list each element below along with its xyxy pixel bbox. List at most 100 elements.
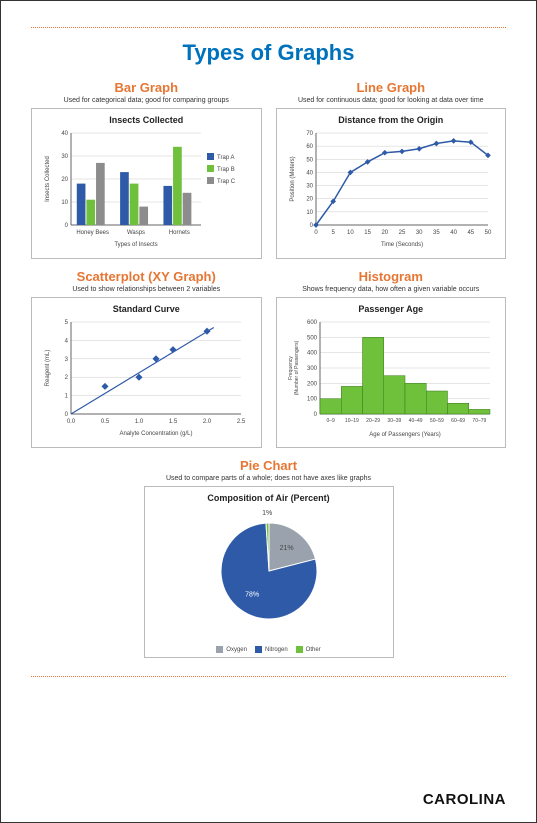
svg-text:21%: 21% <box>279 545 293 552</box>
svg-text:30: 30 <box>306 184 313 190</box>
svg-text:500: 500 <box>307 335 318 341</box>
hist-heading: Histogram <box>276 269 507 284</box>
svg-text:0: 0 <box>309 223 313 229</box>
scatter-svg: 0123450.00.51.01.52.02.5Analyte Concentr… <box>41 318 251 438</box>
svg-text:60–69: 60–69 <box>451 418 465 424</box>
svg-text:3: 3 <box>65 357 69 363</box>
legend-swatch <box>216 646 223 653</box>
svg-text:2: 2 <box>65 375 69 381</box>
bar-sub: Used for categorical data; good for comp… <box>31 97 262 104</box>
page-title: Types of Graphs <box>31 40 506 66</box>
svg-text:Trap C: Trap C <box>217 179 236 185</box>
svg-text:1.5: 1.5 <box>169 419 178 425</box>
pie-chart-title: Composition of Air (Percent) <box>149 493 389 503</box>
svg-text:Position (Meters): Position (Meters) <box>290 156 296 201</box>
svg-text:10: 10 <box>62 200 69 206</box>
svg-text:400: 400 <box>307 351 318 357</box>
bar-chart: Insects Collected 0 10 20 30 40 Honey Bees Was… <box>31 108 262 259</box>
svg-text:40: 40 <box>62 131 69 137</box>
hist-chart-title: Passenger Age <box>281 304 502 314</box>
row-2: Scatterplot (XY Graph) Used to show rela… <box>31 269 506 448</box>
svg-text:Types of Insects: Types of Insects <box>115 242 158 248</box>
svg-text:Insects Collected: Insects Collected <box>45 156 51 202</box>
svg-text:35: 35 <box>433 230 440 236</box>
svg-text:0: 0 <box>65 223 69 229</box>
svg-text:70–79: 70–79 <box>472 418 486 424</box>
svg-text:1: 1 <box>65 394 69 400</box>
bar-heading: Bar Graph <box>31 80 262 95</box>
bar-section: Bar Graph Used for categorical data; goo… <box>31 80 262 259</box>
svg-text:Hornets: Hornets <box>169 230 190 236</box>
pie-chart: Composition of Air (Percent) 21% 78% 1% Ox… <box>144 486 394 658</box>
hist-svg: 01002003004005006000–910–1920–2930–3940–… <box>286 318 496 438</box>
scatter-sub: Used to show relationships between 2 var… <box>31 286 262 293</box>
svg-text:70: 70 <box>306 131 313 137</box>
scatter-heading: Scatterplot (XY Graph) <box>31 269 262 284</box>
svg-text:30–39: 30–39 <box>387 418 401 424</box>
svg-text:40–49: 40–49 <box>408 418 422 424</box>
hist-chart: Passenger Age 01002003004005006000–910–1… <box>276 297 507 448</box>
svg-text:20: 20 <box>62 177 69 183</box>
svg-text:0: 0 <box>313 412 317 418</box>
svg-text:5: 5 <box>65 320 69 326</box>
svg-text:Time (Seconds): Time (Seconds) <box>381 242 423 248</box>
svg-text:300: 300 <box>307 366 318 372</box>
row-1: Bar Graph Used for categorical data; goo… <box>31 80 506 259</box>
pie-section: Pie Chart Used to compare parts of a who… <box>31 458 506 658</box>
pie-heading: Pie Chart <box>31 458 506 473</box>
hist-section: Histogram Shows frequency data, how ofte… <box>276 269 507 448</box>
svg-text:78%: 78% <box>245 591 259 598</box>
scatter-section: Scatterplot (XY Graph) Used to show rela… <box>31 269 262 448</box>
bottom-rule <box>31 676 506 677</box>
brand-logo: CAROLINA <box>423 791 506 808</box>
svg-text:50: 50 <box>306 157 313 163</box>
pie-legend: Oxygen Nitrogen Other <box>149 646 389 653</box>
svg-text:0.5: 0.5 <box>101 419 110 425</box>
svg-text:40: 40 <box>450 230 457 236</box>
svg-text:600: 600 <box>307 320 318 326</box>
svg-text:4: 4 <box>65 338 69 344</box>
svg-text:(Number of Passengers): (Number of Passengers) <box>294 340 300 395</box>
line-svg: 01020304050607005101520253035404550Time … <box>286 129 496 249</box>
svg-text:1.0: 1.0 <box>135 419 144 425</box>
pie-svg: 21% 78% 1% <box>149 507 389 637</box>
top-rule <box>31 27 506 28</box>
line-chart: Distance from the Origin 0 10 20 30 40 50 60 70… <box>276 108 507 259</box>
svg-text:10: 10 <box>347 230 354 236</box>
svg-text:20: 20 <box>381 230 388 236</box>
hist-sub: Shows frequency data, how often a given … <box>276 286 507 293</box>
svg-text:60: 60 <box>306 144 313 150</box>
line-sub: Used for continuous data; good for looki… <box>276 97 507 104</box>
legend-label: Nitrogen <box>265 647 288 653</box>
svg-text:20: 20 <box>306 197 313 203</box>
svg-text:0.0: 0.0 <box>67 419 76 425</box>
legend-item: Nitrogen <box>255 646 288 653</box>
svg-text:Age of Passengers (Years): Age of Passengers (Years) <box>369 432 440 438</box>
svg-text:45: 45 <box>467 230 474 236</box>
svg-text:30: 30 <box>416 230 423 236</box>
svg-text:Trap A: Trap A <box>217 155 234 161</box>
svg-text:50: 50 <box>484 230 491 236</box>
svg-text:10: 10 <box>306 210 313 216</box>
line-chart-title: Distance from the Origin <box>281 115 502 125</box>
line-heading: Line Graph <box>276 80 507 95</box>
legend-label: Other <box>306 647 321 653</box>
svg-text:5: 5 <box>331 230 335 236</box>
legend-swatch <box>296 646 303 653</box>
svg-text:40: 40 <box>306 170 313 176</box>
svg-text:0–9: 0–9 <box>326 418 335 424</box>
svg-text:30: 30 <box>62 154 69 160</box>
svg-text:Honey Bees: Honey Bees <box>77 230 110 236</box>
svg-text:1%: 1% <box>262 510 272 517</box>
scatter-chart-title: Standard Curve <box>36 304 257 314</box>
svg-text:10–19: 10–19 <box>345 418 359 424</box>
svg-text:Wasps: Wasps <box>127 230 145 236</box>
legend-swatch <box>255 646 262 653</box>
pie-sub: Used to compare parts of a whole; does n… <box>31 475 506 482</box>
svg-text:Reagent (mL): Reagent (mL) <box>45 350 51 387</box>
svg-text:50–59: 50–59 <box>430 418 444 424</box>
legend-item: Oxygen <box>216 646 247 653</box>
bar-chart-title: Insects Collected <box>36 115 257 125</box>
bar-svg: 0 10 20 30 40 Honey Bees Wasps Hornets Types of … <box>41 129 251 249</box>
svg-text:100: 100 <box>307 397 318 403</box>
